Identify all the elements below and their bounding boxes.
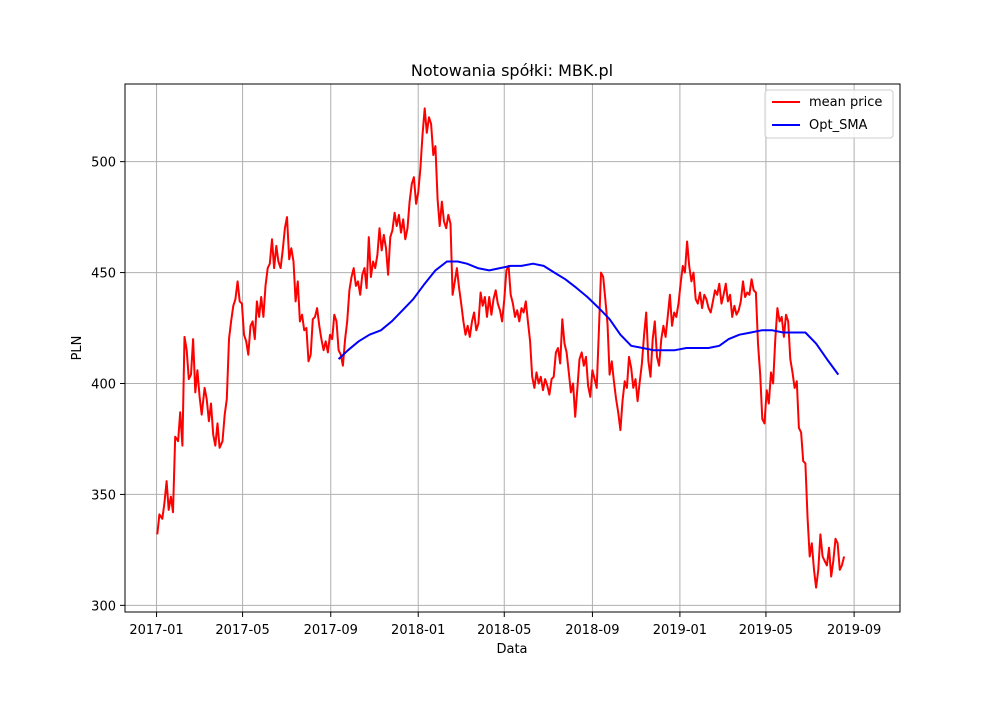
x-tick-label: 2017-09: [304, 623, 358, 638]
x-tick-label: 2017-05: [215, 623, 269, 638]
y-axis: 300 350 400 450 500: [91, 156, 125, 614]
x-tick-label: 2019-01: [653, 623, 707, 638]
x-tick-label: 2018-09: [565, 623, 619, 638]
x-tick-label: 2018-01: [391, 623, 445, 638]
chart-title: Notowania spółki: MBK.pl: [411, 61, 613, 80]
legend-label-mean-price: mean price: [809, 95, 882, 110]
y-tick-label: 300: [91, 599, 116, 614]
plot-area-frame: [124, 83, 901, 613]
y-tick-label: 400: [91, 377, 116, 392]
grid: [125, 84, 900, 612]
series-line-mean-price: [156, 107, 846, 589]
legend-label-opt-sma: Opt_SMA: [809, 118, 868, 133]
series-layer: [156, 107, 846, 589]
x-axis-label: Data: [496, 642, 527, 657]
y-tick-label: 500: [91, 156, 116, 171]
x-tick-label: 2019-09: [827, 623, 881, 638]
x-tick-label: 2017-01: [129, 623, 183, 638]
x-tick-label: 2018-05: [477, 623, 531, 638]
legend: mean price Opt_SMA: [764, 89, 894, 139]
y-tick-label: 450: [91, 267, 116, 282]
y-axis-label: PLN: [70, 336, 85, 361]
series-line-opt-sma: [337, 260, 840, 376]
y-tick-label: 350: [91, 488, 116, 503]
x-tick-label: 2019-05: [739, 623, 793, 638]
x-axis: 2017-01 2017-05 2017-09 2018-01 2018-05 2018-…: [129, 612, 881, 638]
